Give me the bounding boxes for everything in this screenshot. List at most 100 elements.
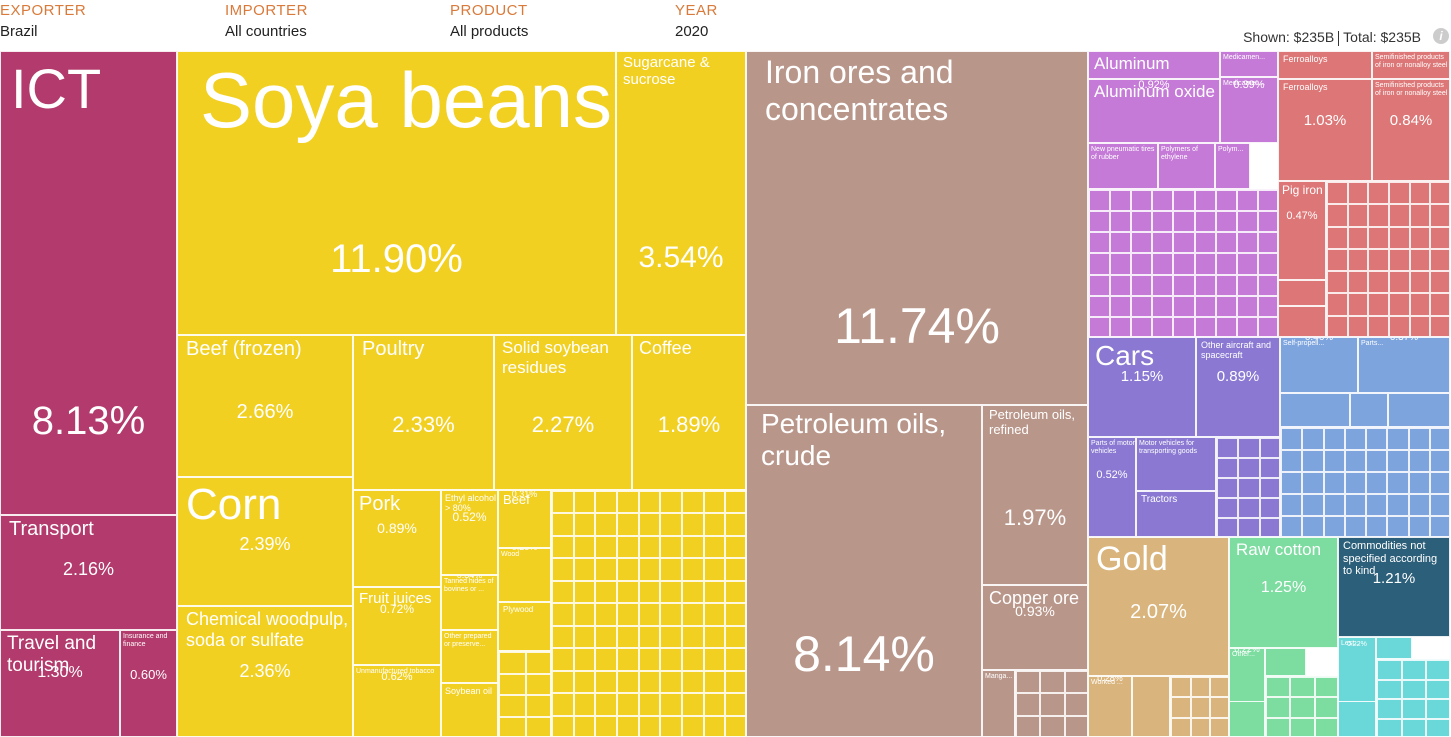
mosaic-tile (660, 558, 682, 581)
treemap-cell-other-prepared[interactable]: Other prepared or preserve...0.32% (441, 630, 498, 683)
treemap-cell-chem-small[interactable] (1088, 189, 1278, 337)
mosaic-tile (1217, 498, 1239, 518)
treemap-cell-other2-b[interactable]: 0.12% (1338, 701, 1376, 737)
treemap-cell-mach-c[interactable]: 0.12% (1388, 393, 1450, 427)
treemap-cell-chemical-woodpulp[interactable]: Chemical woodpulp, soda or sulfate 2.36% (177, 606, 353, 737)
treemap-cell-beef-frozen[interactable]: Beef (frozen) 2.66% (177, 335, 353, 477)
info-icon[interactable]: i (1433, 28, 1449, 44)
treemap-cell-medicamen-2[interactable]: Medicamen... 0.39% (1220, 77, 1278, 143)
treemap-cell-metals-small[interactable] (1326, 181, 1450, 337)
treemap-cell-soya-beans[interactable]: Soya beans 11.90% (177, 51, 616, 335)
treemap-cell-metals-c[interactable]: 0.15% (1278, 306, 1326, 337)
treemap-cell-petroleum-oils-refined[interactable]: Petroleum oils, refined 1.97% (982, 405, 1088, 585)
treemap-cell-new-pneumatic-tires[interactable]: New pneumatic tires of rubber0.34% (1088, 143, 1158, 189)
treemap-cell-other-aircraft-and-spacecraft[interactable]: Other aircraft and spacecraft 0.89% (1196, 337, 1280, 437)
treemap-cell-metals-b[interactable]: 0.16% (1278, 280, 1326, 306)
cell-label: ICT (11, 57, 102, 120)
treemap-cell-iron-ores-and-concentrates[interactable]: Iron ores and concentrates 11.74% (746, 51, 1088, 405)
treemap-cell-textiles-c[interactable]: 0.10% (1265, 648, 1306, 676)
treemap-cell-polym[interactable]: Polym...0.16% (1215, 143, 1250, 189)
treemap-cell-soybean-oil[interactable]: Soybean oil0.31% (441, 683, 498, 737)
filter-importer[interactable]: IMPORTER All countries (225, 2, 308, 40)
treemap-cell-beef[interactable]: Beef 0.31% (498, 490, 551, 548)
treemap-cell-aluminum-oxide[interactable]: Aluminum oxide 0.92% (1088, 79, 1220, 143)
mosaic-tile (573, 603, 596, 626)
treemap-cell-tractors[interactable]: Tractors0.38% (1136, 491, 1216, 537)
mosaic-tile (1259, 478, 1279, 498)
mosaic-tile (1327, 248, 1348, 272)
treemap-cell-transport[interactable]: Transport 2.16% (0, 515, 177, 630)
mosaic-tile (1327, 204, 1348, 227)
treemap-cell-aluminum[interactable]: Aluminum (1088, 51, 1220, 79)
mosaic-tile (1430, 226, 1449, 249)
treemap-cell-raw-cotton[interactable]: Raw cotton 1.25% (1229, 537, 1338, 648)
treemap-cell-ict[interactable]: ICT 8.13% (0, 51, 177, 515)
treemap-cell-parts-of-motor-vehicles[interactable]: Parts of motor vehicles 0.52% (1088, 437, 1136, 537)
treemap-cell-other2-c[interactable]: 0.10% (1376, 637, 1412, 659)
mosaic-tile (660, 513, 682, 536)
treemap-cell-motor-vehicles-for-transporting-goods[interactable]: Motor vehicles for transporting goods0.4… (1136, 437, 1216, 491)
mosaic-tile (1368, 248, 1389, 272)
treemap-cell-veh-small[interactable] (1216, 437, 1280, 537)
treemap-cell-copper-ore[interactable]: Copper ore 0.93% (982, 585, 1088, 670)
treemap-cell-cars[interactable]: Cars 1.15% (1088, 337, 1196, 437)
mosaic-tile (1016, 693, 1041, 716)
treemap-cell-medicamen-1[interactable]: Medicamen... (1220, 51, 1278, 77)
treemap-cell-semifinished-1[interactable]: Semifinished products of iron or nonallo… (1372, 51, 1450, 79)
treemap-cell-parts[interactable]: Parts... 0.37% (1358, 337, 1450, 393)
filter-product[interactable]: PRODUCT All products (450, 2, 528, 40)
treemap-cell-stone-b[interactable]: 0.09% (1132, 676, 1170, 737)
treemap-cell-mach-a[interactable]: 0.12% (1280, 393, 1350, 427)
treemap-cell-polymers-of-ethylene[interactable]: Polymers of ethylene0.28% (1158, 143, 1215, 189)
treemap-cell-mach-b[interactable]: 0.12% (1350, 393, 1388, 427)
mosaic-tile (1290, 697, 1315, 718)
treemap-cell-solid-soybean-residues[interactable]: Solid soybean residues 2.27% (494, 335, 632, 490)
treemap-cell-mach-small[interactable] (1280, 427, 1450, 537)
treemap-cell-travel-and-tourism[interactable]: Travel and tourism 1.30% (0, 630, 120, 737)
treemap-cell-manga[interactable]: Manga...0.18% (982, 670, 1015, 737)
mosaic-tile (725, 648, 745, 671)
mosaic-tile (1327, 315, 1348, 336)
treemap-cell-gold[interactable]: Gold 2.07% (1088, 537, 1229, 676)
treemap-cell-tanned-hides[interactable]: Tanned hides of bovines or ... 0.34% (441, 575, 498, 630)
treemap-cell-ethyl-alcohol[interactable]: Ethyl alcohol > 80% 0.52% (441, 490, 498, 575)
treemap-cell-insurance-and-finance[interactable]: Insurance and finance 0.60% (120, 630, 177, 737)
treemap-cell-self-propell[interactable]: Self-propell... 0.46% (1280, 337, 1358, 393)
treemap-cell-wood[interactable]: Wood0.28% (498, 548, 551, 602)
treemap-cell-ferroalloys[interactable]: Ferroalloys 1.03% (1278, 79, 1372, 181)
mosaic-tile (725, 491, 745, 514)
treemap-cell-worked[interactable]: Worked ... 0.28% (1088, 676, 1132, 737)
treemap-cell-pork[interactable]: Pork 0.89% (353, 490, 441, 587)
filter-exporter-label: EXPORTER (0, 2, 87, 19)
cell-label: Tanned hides of bovines or ... (444, 578, 494, 594)
treemap-cell-petroleum-oils-crude[interactable]: Petroleum oils, crude 8.14% (746, 405, 982, 737)
treemap-cell-commodities-not-specified[interactable]: Commodities not specified according to k… (1338, 537, 1450, 637)
treemap-cell-agri-small-2[interactable] (551, 490, 746, 737)
treemap-cell-ferroalloys-1[interactable]: Ferroalloys (1278, 51, 1372, 79)
treemap-cell-semifinished[interactable]: Semifinished products of iron or nonallo… (1372, 79, 1450, 181)
treemap-cell-textiles-small[interactable] (1265, 676, 1338, 737)
treemap-cell-other2-small[interactable] (1376, 659, 1450, 737)
treemap-cell-coffee[interactable]: Coffee 1.89% (632, 335, 746, 490)
treemap-cell-plywood[interactable]: Plywood0.25% (498, 602, 551, 651)
filter-exporter[interactable]: EXPORTER Brazil (0, 2, 86, 40)
mosaic-tile (1430, 182, 1449, 205)
cell-label: Sugarcane & sucrose (623, 54, 710, 89)
treemap-cell-fruit-juices[interactable]: Fruit juices 0.72% (353, 587, 441, 665)
treemap-cell-sugarcane-sucrose[interactable]: Sugarcane & sucrose 3.54% (616, 51, 746, 335)
treemap-cell-corn[interactable]: Corn 2.39% (177, 477, 353, 606)
treemap-cell-poultry[interactable]: Poultry 2.33% (353, 335, 494, 490)
cell-percent: 1.97% (1003, 505, 1067, 530)
treemap-cell-textiles-b[interactable]: 0.12% (1229, 701, 1265, 737)
treemap-cell-pig-iron[interactable]: Pig iron 0.47% (1278, 181, 1326, 280)
treemap-cell-stone-small[interactable] (1170, 676, 1229, 737)
filter-year[interactable]: YEAR 2020 (675, 2, 718, 40)
treemap-cell-minerals-small[interactable] (1015, 670, 1088, 737)
treemap-cell-agri-small-1[interactable] (498, 651, 551, 737)
total-label: Total: (1343, 29, 1377, 45)
mosaic-tile (1408, 516, 1430, 536)
mosaic-tile (1210, 697, 1228, 718)
treemap-cell-unmanufactured-tobacco[interactable]: Unmanufactured tobacco 0.62% (353, 665, 441, 737)
mosaic-tile (617, 580, 639, 604)
mosaic-tile (1409, 293, 1431, 316)
